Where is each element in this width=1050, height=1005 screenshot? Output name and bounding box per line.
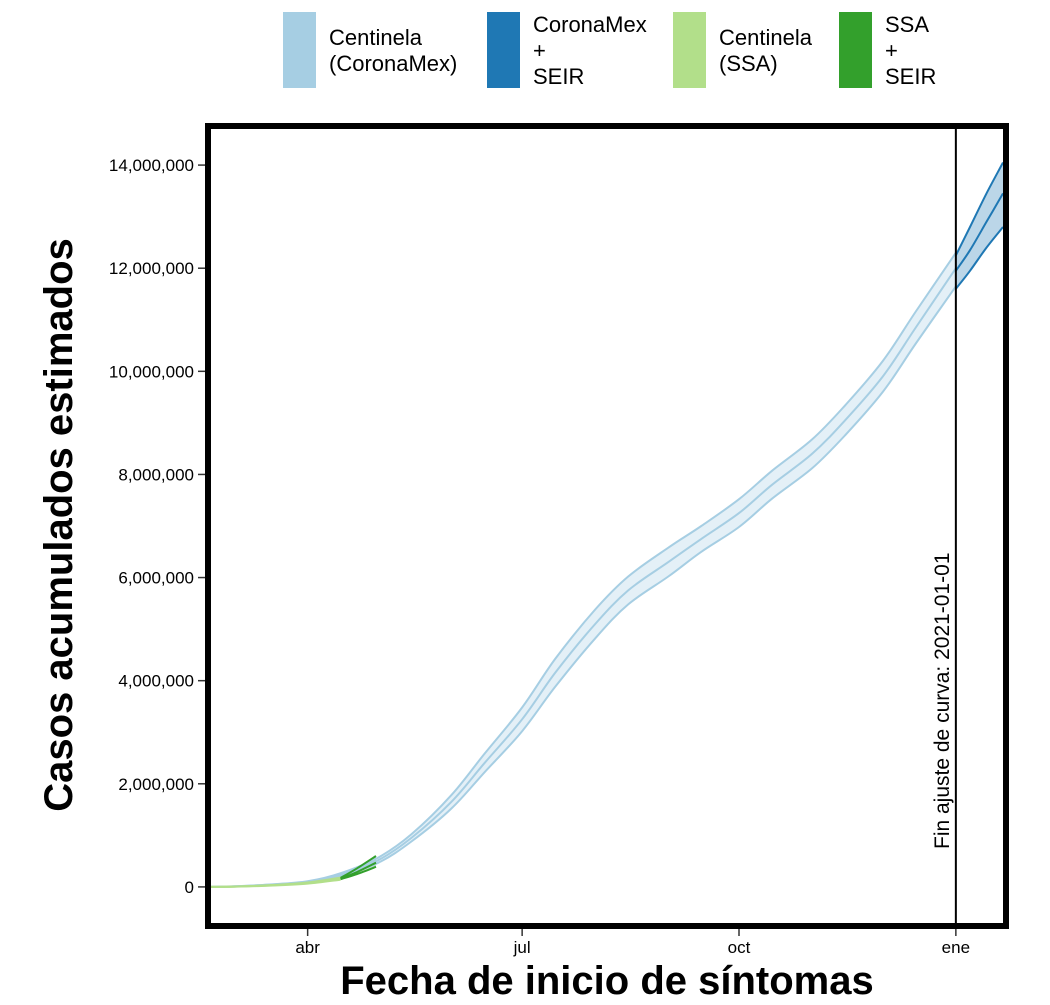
vertical-reference: Fin ajuste de curva: 2021-01-01	[931, 129, 957, 923]
y-axis-title: Casos acumulados estimados	[37, 238, 81, 812]
line-centinela_ssa-lower	[210, 878, 341, 888]
y-axis: 0 2,000,000 4,000,000 6,000,000 8,000,000 10,…	[109, 156, 205, 897]
legend: Centinela (CoronaMex) CoronaMex + SEIR Centin…	[283, 12, 936, 89]
y-tick-label: 4,000,000	[118, 672, 194, 691]
x-tick-label: jul	[513, 938, 531, 957]
x-tick-label: ene	[942, 938, 970, 957]
series-bands	[211, 162, 1003, 887]
line-ssa_seir-upper	[340, 855, 377, 879]
legend-key-coronamex_seir	[487, 12, 520, 88]
legend-key-centinela_ssa	[673, 12, 706, 88]
line-centinela_coronamex-mid	[210, 267, 957, 888]
fit-end-label: Fin ajuste de curva: 2021-01-01	[931, 552, 954, 849]
legend-label-coronamex_seir: CoronaMex + SEIR	[533, 12, 647, 89]
band-coronamex_seir	[955, 162, 1003, 289]
band-centinela_coronamex	[211, 252, 956, 887]
x-tick-label: oct	[728, 938, 751, 957]
line-coronamex_seir-mid	[955, 192, 1004, 272]
legend-key-ssa_seir	[839, 12, 872, 88]
y-tick-label: 14,000,000	[109, 156, 194, 175]
line-centinela_coronamex-lower	[210, 285, 957, 888]
line-coronamex_seir-upper	[955, 162, 1004, 256]
y-tick-label: 8,000,000	[118, 465, 194, 484]
line-coronamex_seir-lower	[955, 226, 1004, 290]
legend-label-centinela_ssa: Centinela (SSA)	[719, 25, 813, 76]
series-lines	[210, 162, 1004, 888]
line-ssa_seir-lower	[340, 865, 377, 881]
legend-label-centinela_coronamex: Centinela (CoronaMex)	[329, 25, 457, 76]
y-tick-label: 0	[185, 878, 194, 897]
x-tick-label: abr	[295, 938, 320, 957]
legend-label-ssa_seir: SSA + SEIR	[885, 12, 936, 89]
y-tick-label: 12,000,000	[109, 259, 194, 278]
x-axis-title: Fecha de inicio de síntomas	[340, 959, 873, 1003]
y-tick-label: 6,000,000	[118, 569, 194, 588]
y-tick-label: 2,000,000	[118, 775, 194, 794]
plot-panel-border	[205, 123, 1009, 929]
line-centinela_coronamex-upper	[210, 252, 957, 888]
legend-key-centinela_coronamex	[283, 12, 316, 88]
y-tick-label: 10,000,000	[109, 362, 194, 381]
x-axis: abr jul oct ene	[295, 929, 970, 957]
